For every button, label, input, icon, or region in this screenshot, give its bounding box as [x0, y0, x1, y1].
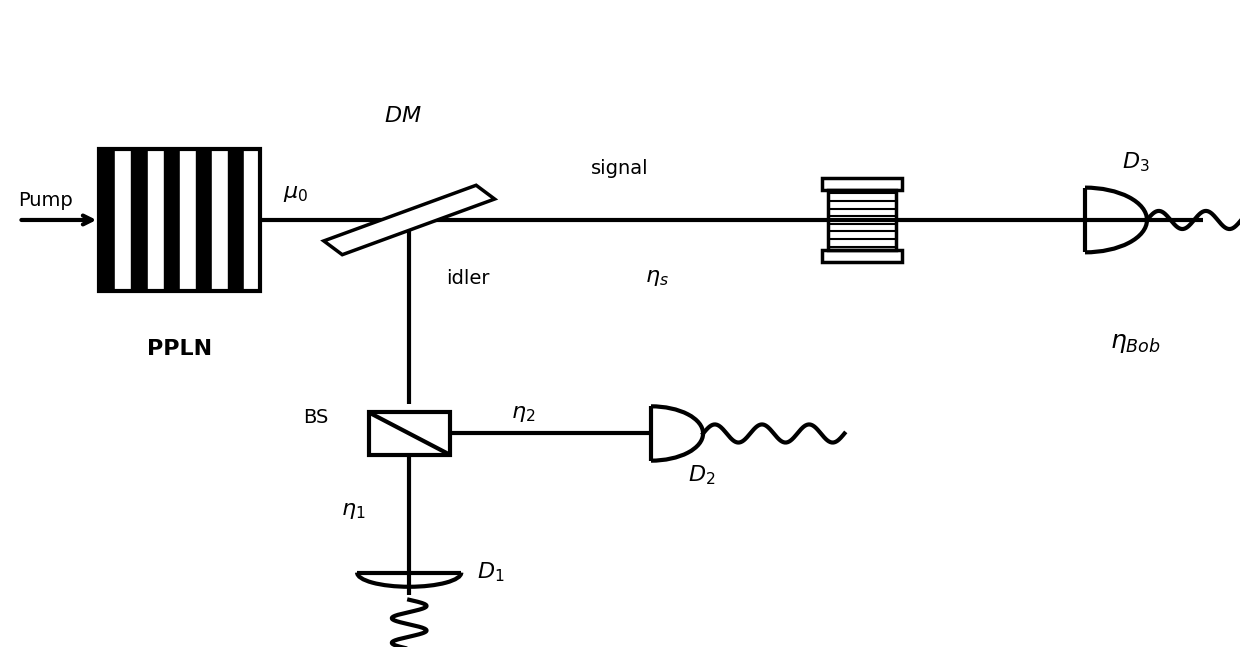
Text: $\mu_0$: $\mu_0$ — [283, 184, 308, 204]
Bar — [115, 149, 131, 291]
Text: $DM$: $DM$ — [384, 105, 422, 127]
Bar — [164, 149, 180, 291]
Bar — [370, 413, 449, 454]
Text: $\eta_{Bob}$: $\eta_{Bob}$ — [1110, 331, 1161, 355]
Text: $\eta_1$: $\eta_1$ — [341, 501, 366, 521]
Bar — [148, 149, 164, 291]
Text: signal: signal — [591, 159, 649, 178]
Bar — [828, 190, 895, 250]
Text: idler: idler — [446, 269, 490, 288]
Bar — [821, 250, 903, 262]
Text: $D_2$: $D_2$ — [688, 464, 715, 487]
Text: $D_3$: $D_3$ — [1122, 150, 1149, 173]
Bar — [228, 149, 244, 291]
Text: BS: BS — [304, 408, 329, 427]
Bar — [180, 149, 196, 291]
Bar — [99, 149, 115, 291]
Bar — [821, 178, 903, 190]
Bar — [244, 149, 260, 291]
Polygon shape — [324, 185, 495, 255]
Bar — [196, 149, 212, 291]
Bar — [212, 149, 228, 291]
Text: Pump: Pump — [19, 191, 73, 210]
Text: $\eta_2$: $\eta_2$ — [511, 404, 536, 424]
Bar — [131, 149, 148, 291]
Text: PPLN: PPLN — [148, 340, 212, 359]
Bar — [99, 149, 260, 291]
Text: $\eta_s$: $\eta_s$ — [645, 269, 668, 288]
Text: $D_1$: $D_1$ — [477, 561, 505, 584]
